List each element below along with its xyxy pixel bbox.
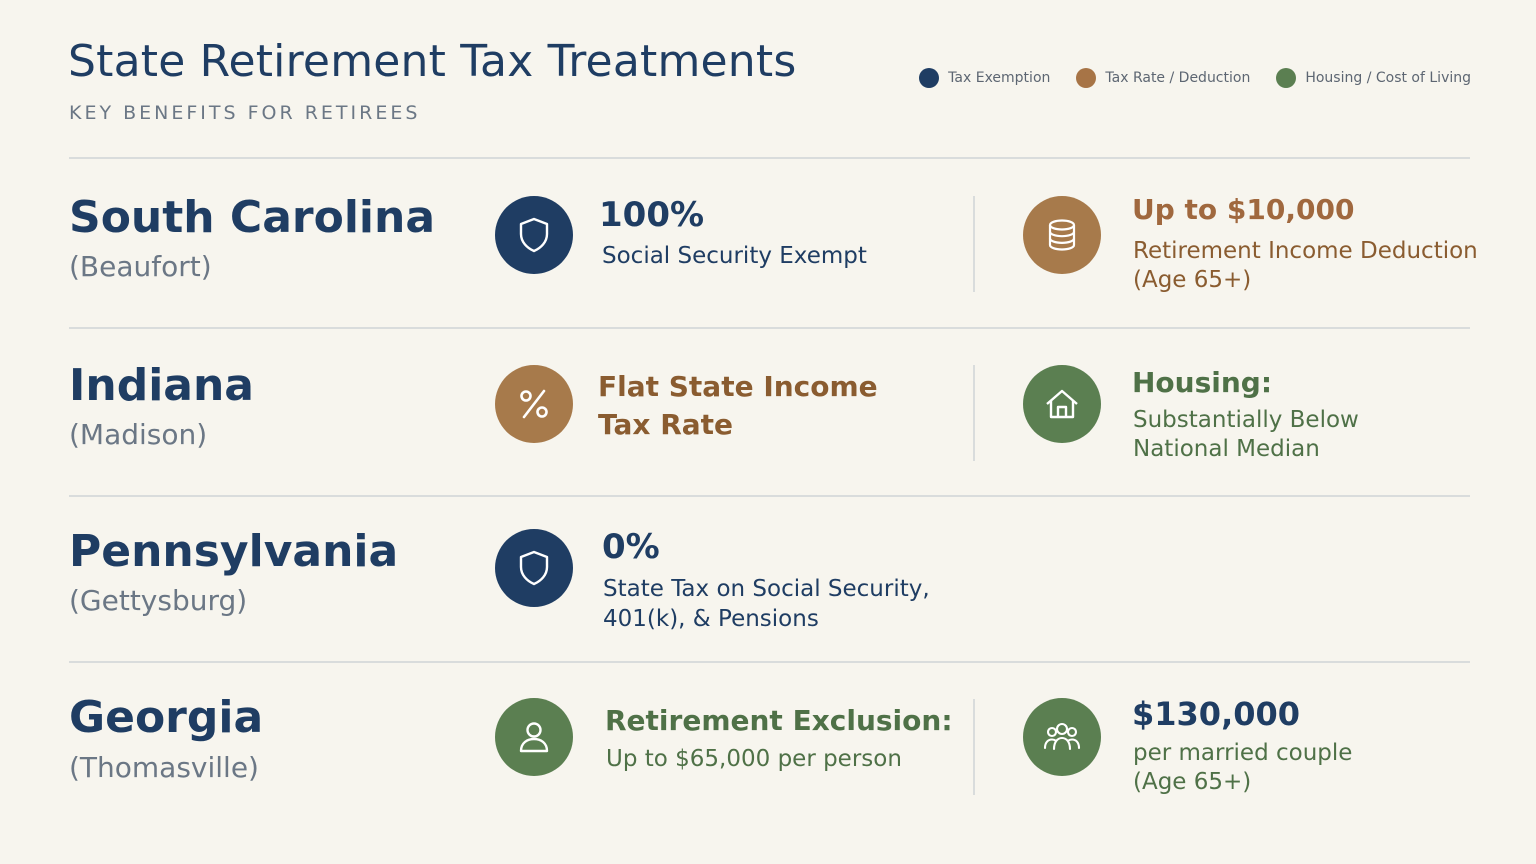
legend-swatch-navy bbox=[919, 68, 940, 88]
benefit-headline: $130,000 bbox=[1132, 695, 1301, 733]
column-divider bbox=[973, 365, 975, 461]
house-icon bbox=[1023, 365, 1101, 443]
benefit-line: National Median bbox=[1133, 436, 1320, 462]
benefit-line: State Tax on Social Security, bbox=[603, 576, 930, 602]
benefit-headline-cont: Tax Rate bbox=[598, 408, 734, 441]
legend-swatch-green bbox=[1276, 68, 1297, 88]
benefit-headline: 100% bbox=[599, 195, 705, 235]
benefit-line: Retirement Income Deduction bbox=[1133, 238, 1478, 264]
legend-item-housing: Housing / Cost of Living bbox=[1276, 68, 1471, 88]
benefit-line: (Age 65+) bbox=[1133, 769, 1252, 795]
state-name: South Carolina bbox=[69, 192, 436, 243]
city-name: (Beaufort) bbox=[69, 250, 212, 283]
legend: Tax Exemption Tax Rate / Deduction Housi… bbox=[919, 68, 1471, 88]
shield-icon bbox=[495, 529, 573, 607]
column-divider bbox=[973, 699, 975, 795]
benefit-line: (Age 65+) bbox=[1133, 267, 1252, 293]
legend-label: Tax Exemption bbox=[948, 70, 1051, 86]
benefit-line: 401(k), & Pensions bbox=[603, 606, 819, 632]
benefit-line: Social Security Exempt bbox=[602, 243, 867, 269]
state-name: Indiana bbox=[69, 360, 254, 411]
benefit-line: Substantially Below bbox=[1133, 407, 1359, 433]
state-name: Georgia bbox=[69, 692, 264, 743]
divider bbox=[69, 661, 1470, 663]
benefit-line: Up to $65,000 per person bbox=[606, 746, 902, 772]
benefit-headline: Retirement Exclusion: bbox=[605, 704, 953, 737]
column-divider bbox=[973, 196, 975, 292]
person-icon bbox=[495, 698, 573, 776]
state-name: Pennsylvania bbox=[69, 526, 399, 577]
legend-label: Housing / Cost of Living bbox=[1305, 70, 1471, 86]
legend-item-tax-rate: Tax Rate / Deduction bbox=[1076, 68, 1250, 88]
benefit-headline: Flat State Income bbox=[598, 370, 878, 403]
group-icon bbox=[1023, 698, 1101, 776]
divider bbox=[69, 327, 1470, 329]
city-name: (Thomasville) bbox=[69, 751, 259, 784]
benefit-headline: 0% bbox=[602, 527, 660, 567]
benefit-headline: Housing: bbox=[1132, 366, 1273, 399]
legend-swatch-bronze bbox=[1076, 68, 1097, 88]
benefit-line: per married couple bbox=[1133, 740, 1353, 766]
divider bbox=[69, 157, 1470, 159]
legend-label: Tax Rate / Deduction bbox=[1105, 70, 1251, 86]
page-subtitle: KEY BENEFITS FOR RETIREES bbox=[69, 102, 421, 124]
shield-icon bbox=[495, 196, 573, 274]
percent-icon bbox=[495, 365, 573, 443]
page-title: State Retirement Tax Treatments bbox=[68, 36, 797, 87]
divider bbox=[69, 495, 1470, 497]
city-name: (Madison) bbox=[69, 418, 208, 451]
city-name: (Gettysburg) bbox=[69, 584, 248, 617]
coins-icon bbox=[1023, 196, 1101, 274]
legend-item-tax-exemption: Tax Exemption bbox=[919, 68, 1050, 88]
benefit-headline: Up to $10,000 bbox=[1132, 193, 1355, 226]
